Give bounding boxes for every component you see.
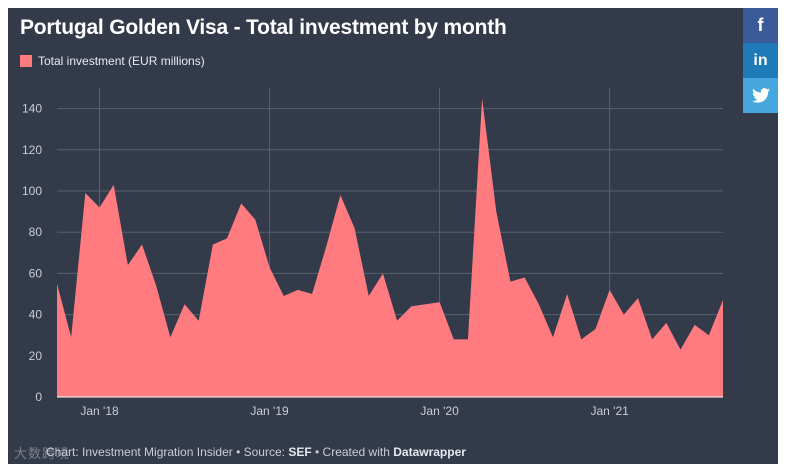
area-chart: 0 20 40 60 80 100 120 140 Jan '18 Jan '19 Jan '20 J… bbox=[22, 88, 726, 418]
area-series bbox=[54, 95, 726, 398]
linkedin-icon: in bbox=[753, 51, 768, 69]
data-point[interactable] bbox=[252, 217, 258, 223]
facebook-icon: f bbox=[757, 15, 764, 35]
footer-tool[interactable]: Datawrapper bbox=[393, 445, 466, 459]
footer-prefix: Chart: bbox=[46, 445, 83, 459]
area-series-investment[interactable] bbox=[57, 98, 723, 398]
data-point[interactable] bbox=[607, 287, 613, 293]
data-point[interactable] bbox=[536, 301, 542, 307]
data-point[interactable] bbox=[437, 299, 443, 305]
footer-created-label: • Created with bbox=[311, 445, 394, 459]
data-point[interactable] bbox=[267, 264, 273, 270]
twitter-icon bbox=[751, 88, 770, 103]
data-point[interactable] bbox=[677, 347, 683, 353]
data-point[interactable] bbox=[578, 336, 584, 342]
data-point[interactable] bbox=[352, 225, 358, 231]
data-point[interactable] bbox=[323, 244, 329, 250]
legend: Total investment (EUR millions) bbox=[20, 54, 205, 68]
footer-author[interactable]: Investment Migration Insider bbox=[82, 445, 233, 459]
data-point[interactable] bbox=[550, 334, 556, 340]
data-point[interactable] bbox=[366, 293, 372, 299]
data-point[interactable] bbox=[408, 303, 414, 309]
data-point[interactable] bbox=[493, 209, 499, 215]
data-point[interactable] bbox=[465, 336, 471, 342]
footer-source-label: • Source: bbox=[232, 445, 289, 459]
legend-label: Total investment (EUR millions) bbox=[38, 54, 205, 68]
data-point[interactable] bbox=[281, 293, 287, 299]
y-tick-label: 80 bbox=[29, 225, 43, 239]
data-point[interactable] bbox=[97, 204, 103, 210]
facebook-share-button[interactable]: f bbox=[743, 8, 778, 43]
legend-swatch bbox=[20, 55, 32, 67]
data-point[interactable] bbox=[692, 322, 698, 328]
data-point[interactable] bbox=[422, 301, 428, 307]
data-point[interactable] bbox=[507, 279, 513, 285]
x-tick-label: Jan '18 bbox=[80, 404, 119, 418]
data-point[interactable] bbox=[479, 95, 485, 101]
data-point[interactable] bbox=[380, 270, 386, 276]
watermark-text: 大数跨境 bbox=[14, 446, 71, 461]
data-point[interactable] bbox=[182, 301, 188, 307]
data-point[interactable] bbox=[139, 242, 145, 248]
social-share-bar: f in bbox=[743, 8, 778, 113]
data-point[interactable] bbox=[153, 283, 159, 289]
linkedin-share-button[interactable]: in bbox=[743, 43, 778, 78]
data-point[interactable] bbox=[196, 318, 202, 324]
data-point[interactable] bbox=[337, 192, 343, 198]
y-tick-label: 0 bbox=[35, 390, 42, 404]
y-tick-label: 20 bbox=[29, 349, 43, 363]
data-point[interactable] bbox=[635, 295, 641, 301]
data-point[interactable] bbox=[564, 291, 570, 297]
chart-footer: Chart: Investment Migration Insider • So… bbox=[46, 445, 466, 459]
chart-title: Portugal Golden Visa - Total investment … bbox=[20, 16, 507, 39]
data-point[interactable] bbox=[82, 190, 88, 196]
data-point[interactable] bbox=[720, 297, 726, 303]
data-point[interactable] bbox=[125, 262, 131, 268]
data-point[interactable] bbox=[238, 200, 244, 206]
axis-ticks: 0 20 40 60 80 100 120 140 Jan '18 Jan '19 Jan '20 J… bbox=[22, 102, 723, 418]
chart-card: Portugal Golden Visa - Total investment … bbox=[8, 8, 778, 464]
x-tick-label: Jan '20 bbox=[420, 404, 459, 418]
data-point[interactable] bbox=[706, 332, 712, 338]
data-point[interactable] bbox=[54, 281, 60, 287]
data-point[interactable] bbox=[224, 235, 230, 241]
footer-source[interactable]: SEF bbox=[288, 445, 312, 459]
y-tick-label: 40 bbox=[29, 308, 43, 322]
y-tick-label: 100 bbox=[22, 184, 42, 198]
y-tick-label: 120 bbox=[22, 143, 42, 157]
data-point[interactable] bbox=[111, 182, 117, 188]
data-point[interactable] bbox=[663, 320, 669, 326]
y-tick-label: 140 bbox=[22, 102, 42, 116]
data-point[interactable] bbox=[522, 275, 528, 281]
y-tick-label: 60 bbox=[29, 266, 43, 280]
x-tick-label: Jan '19 bbox=[250, 404, 289, 418]
data-point[interactable] bbox=[210, 242, 216, 248]
data-point[interactable] bbox=[451, 336, 457, 342]
data-point[interactable] bbox=[394, 318, 400, 324]
data-point[interactable] bbox=[592, 326, 598, 332]
data-point[interactable] bbox=[621, 312, 627, 318]
twitter-share-button[interactable] bbox=[743, 78, 778, 113]
data-point[interactable] bbox=[309, 291, 315, 297]
data-point[interactable] bbox=[167, 334, 173, 340]
data-point[interactable] bbox=[68, 334, 74, 340]
data-point[interactable] bbox=[295, 287, 301, 293]
data-point[interactable] bbox=[649, 336, 655, 342]
x-tick-label: Jan '21 bbox=[590, 404, 629, 418]
